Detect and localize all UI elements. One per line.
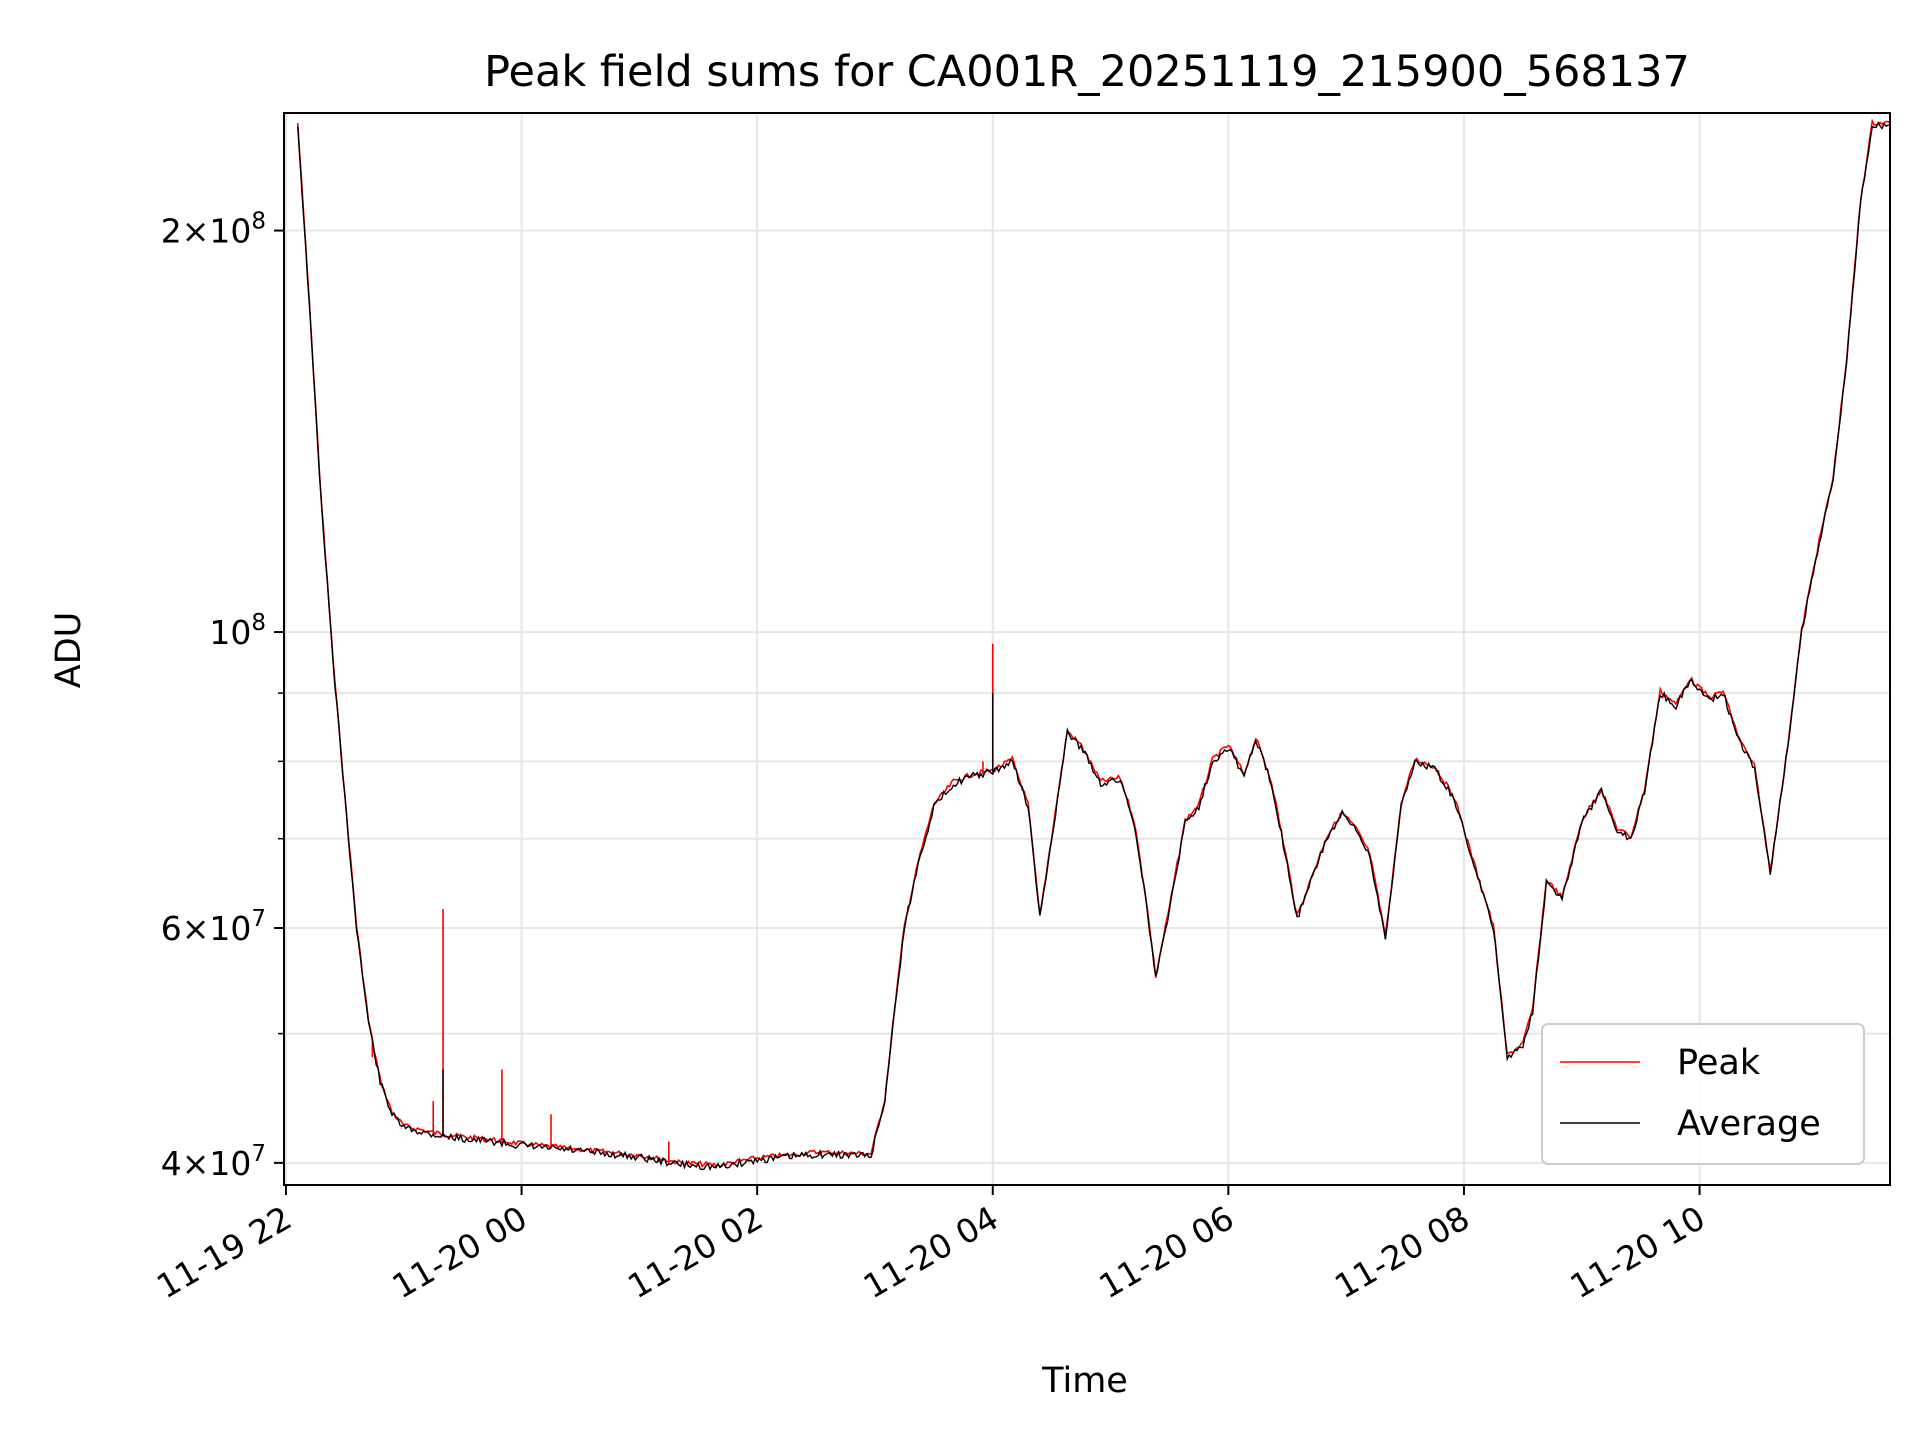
- series-peak-line: [296, 118, 1890, 1169]
- y-tick-label: 108: [209, 610, 266, 652]
- legend: Peak Average: [1541, 1023, 1865, 1165]
- legend-label-peak: Peak: [1677, 1043, 1761, 1083]
- y-tick-label: 4×107: [161, 1141, 266, 1183]
- x-axis-label: Time: [1041, 1361, 1128, 1401]
- y-tick-label: 6×107: [161, 906, 266, 948]
- y-tick-label: 2×108: [161, 209, 266, 251]
- series-layer: [296, 118, 1890, 1172]
- plot-frame: [283, 112, 1891, 1186]
- y-axis-label: ADU: [49, 612, 89, 689]
- grid: [284, 113, 1890, 1185]
- legend-box: [1541, 1023, 1865, 1165]
- legend-label-average: Average: [1677, 1104, 1821, 1144]
- series-average-line: [297, 121, 1890, 1172]
- y-axis: 4×107 6×107 108 2×108: [161, 209, 284, 1183]
- chart-title: Peak field sums for CA001R_20251119_2159…: [484, 47, 1690, 97]
- series-average: [297, 121, 1890, 1172]
